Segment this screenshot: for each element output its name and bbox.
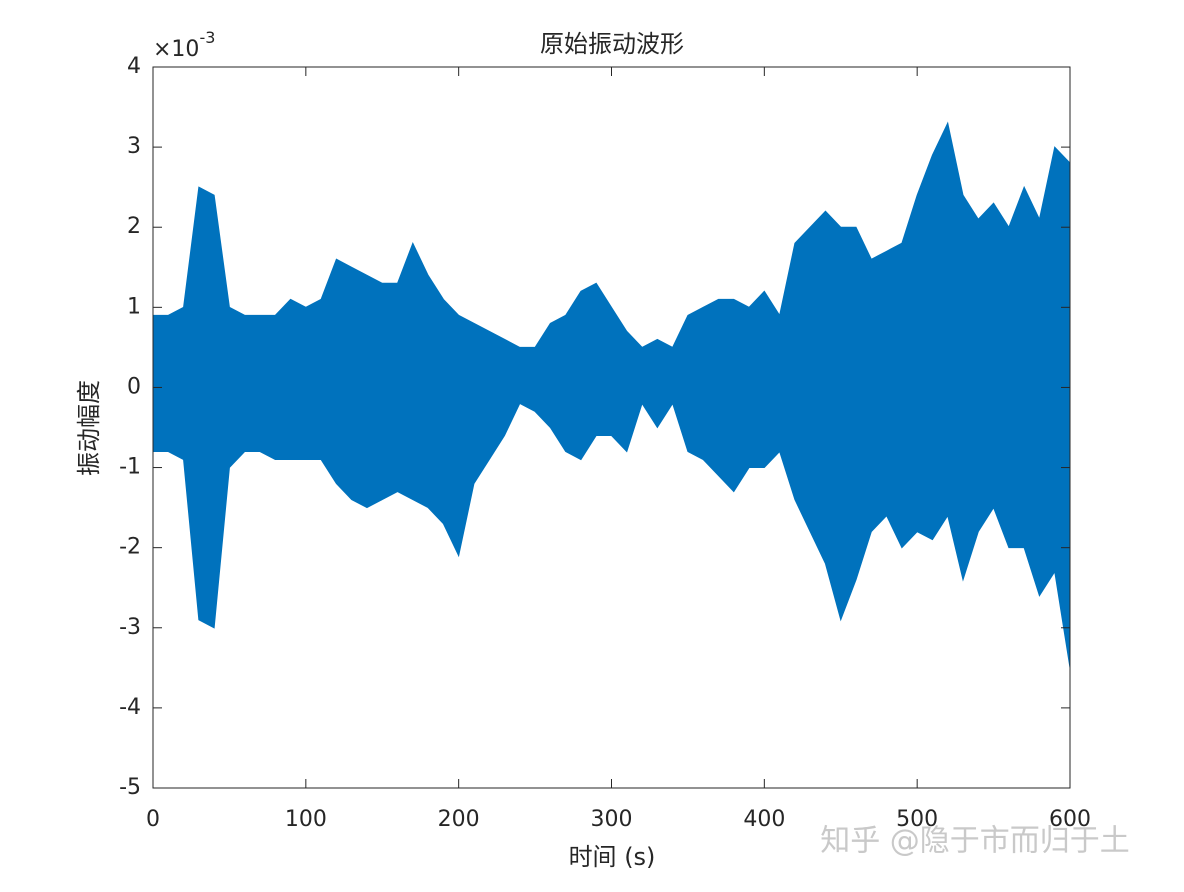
y-tick-label: -5 (119, 775, 141, 800)
y-exponent: ×10-3 (153, 28, 215, 63)
x-tick-label: 600 (1049, 807, 1091, 832)
y-exponent-base: ×10 (153, 37, 199, 62)
x-axis-label: 时间 (s) (569, 843, 656, 871)
chart-title: 原始振动波形 (540, 30, 684, 58)
x-tick-label: 500 (896, 807, 938, 832)
x-tick-label: 300 (591, 807, 633, 832)
y-tick-label: 0 (127, 374, 141, 399)
y-tick-label: -4 (119, 695, 141, 720)
x-tick-label: 200 (438, 807, 480, 832)
y-tick-label: -2 (119, 535, 141, 560)
y-tick-label: -1 (119, 455, 141, 480)
y-tick-label: 2 (127, 214, 141, 239)
y-tick-label: 1 (127, 294, 141, 319)
watermark: 知乎 @隐于市而归于土 (820, 824, 1130, 859)
x-tick-label: 0 (146, 807, 160, 832)
x-tick-label: 100 (285, 807, 327, 832)
y-axis-label: 振动幅度 (75, 380, 103, 476)
y-tick-label: 3 (127, 134, 141, 159)
x-tick-label: 400 (743, 807, 785, 832)
y-tick-label: -3 (119, 615, 141, 640)
y-tick-label: 4 (127, 54, 141, 79)
y-exponent-power: -3 (199, 28, 215, 47)
